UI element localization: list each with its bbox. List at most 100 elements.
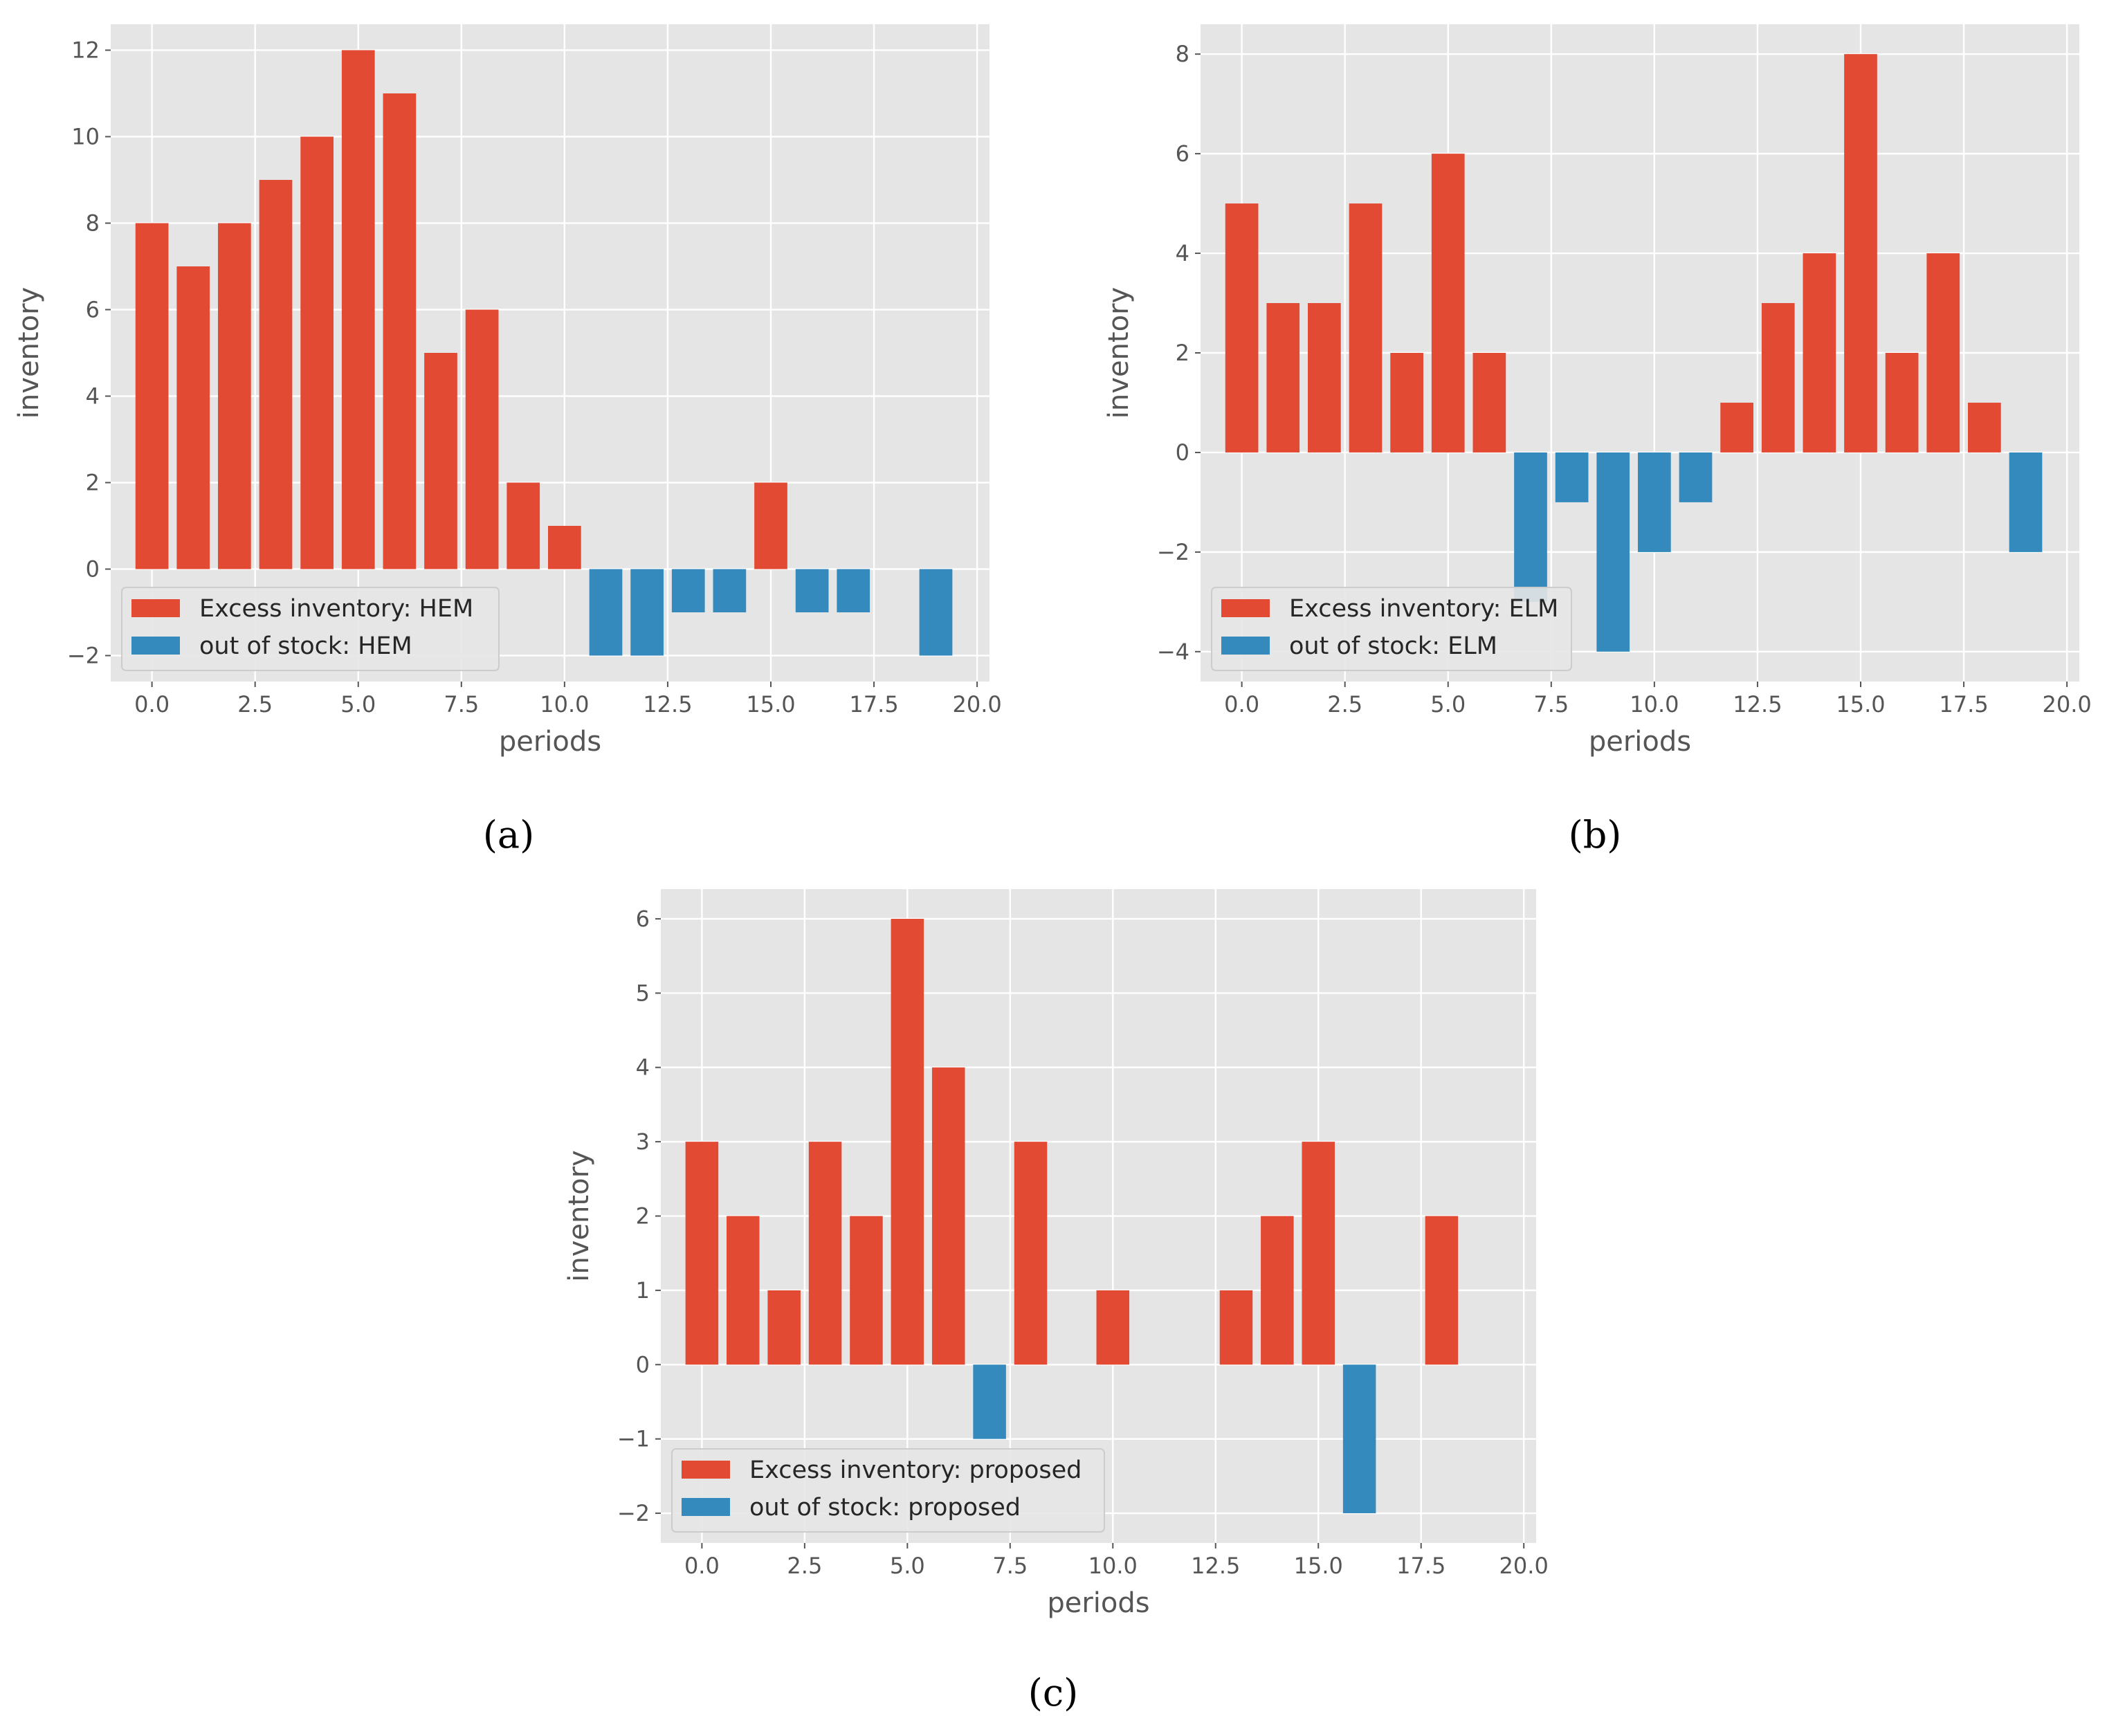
bars [1225, 54, 2043, 652]
y-tick-label: 2 [636, 1203, 650, 1230]
stock-bar-16 [795, 569, 829, 612]
excess-bar-17 [1926, 253, 1960, 453]
x-tick-label: 20.0 [2042, 691, 2091, 718]
excess-bar-14 [1803, 253, 1836, 453]
x-tick-label: 5.0 [1430, 691, 1466, 718]
x-tick-label: 2.5 [787, 1553, 822, 1579]
x-tick-label: 0.0 [684, 1553, 720, 1579]
excess-bar-18 [1968, 402, 2001, 453]
x-tick-label: 17.5 [1939, 691, 1988, 718]
stock-bar-16 [1342, 1364, 1376, 1514]
excess-bar-8 [465, 309, 499, 569]
excess-bar-10 [1096, 1290, 1130, 1365]
stock-bar-19 [2009, 452, 2043, 552]
stock-bar-7 [973, 1364, 1006, 1439]
bars [135, 50, 953, 656]
y-tick-label: 6 [1176, 140, 1189, 167]
stock-bar-19 [919, 569, 953, 656]
stock-bar-14 [713, 569, 747, 612]
y-tick-label: 4 [86, 383, 100, 410]
excess-bar-12 [1720, 402, 1753, 453]
x-tick-label: 17.5 [1396, 1553, 1445, 1579]
y-tick-label: −2 [67, 643, 100, 669]
excess-bar-13 [1761, 303, 1795, 453]
x-axis-label: periods [1589, 726, 1691, 758]
legend-box [1211, 587, 1572, 671]
y-tick-label: 6 [86, 297, 100, 323]
x-tick-label: 10.0 [1630, 691, 1679, 718]
legend-swatch [1221, 637, 1270, 655]
excess-bar-15 [754, 482, 787, 569]
y-axis-label: inventory [563, 1150, 595, 1281]
stock-bar-10 [1638, 452, 1671, 552]
y-axis-label: inventory [13, 287, 45, 419]
x-tick-label: 20.0 [1499, 1553, 1549, 1579]
x-tick-label: 5.0 [340, 691, 376, 718]
legend: Excess inventory: proposed out of stock: … [671, 1448, 1105, 1533]
stock-bar-7 [1514, 452, 1547, 602]
y-tick-label: −2 [1157, 539, 1189, 565]
chart-panel-2: 0.0 2.5 5.0 7.5 10.0 12.5 15.0 17.5 20.0 −4 −2 0 2 4 6… [1103, 24, 2092, 857]
legend-swatch [682, 1461, 730, 1479]
legend-box [121, 587, 500, 671]
excess-bar-5 [891, 918, 924, 1365]
panel-caption: (c) [1028, 1671, 1078, 1715]
stock-bar-9 [1596, 452, 1630, 652]
y-tick-label: −1 [617, 1426, 650, 1452]
excess-bar-15 [1302, 1142, 1335, 1365]
x-tick-label: 5.0 [890, 1553, 925, 1579]
excess-bar-0 [135, 223, 169, 569]
stock-bar-13 [671, 569, 705, 612]
stock-bar-8 [1555, 452, 1589, 502]
excess-bar-3 [1349, 203, 1383, 453]
excess-bar-2 [1308, 303, 1341, 453]
x-tick-label: 12.5 [1733, 691, 1782, 718]
y-tick-label: 0 [1176, 439, 1189, 466]
x-tick-label: 10.0 [1088, 1553, 1138, 1579]
y-tick-label: 5 [636, 980, 650, 1006]
y-tick-label: 2 [1176, 340, 1189, 366]
legend-entry: Excess inventory: proposed [749, 1456, 1082, 1484]
excess-bar-1 [1266, 303, 1300, 453]
x-tick-label: 12.5 [1191, 1553, 1240, 1579]
panel-caption: (b) [1569, 813, 1622, 857]
y-tick-label: 0 [636, 1351, 650, 1378]
legend-swatch [1221, 599, 1270, 617]
excess-bar-6 [931, 1067, 965, 1365]
excess-bar-2 [218, 223, 251, 569]
excess-bar-6 [1472, 353, 1506, 453]
excess-bar-2 [767, 1290, 801, 1365]
x-axis-label: periods [1047, 1587, 1149, 1619]
chart-panel-1: 0.0 2.5 5.0 7.5 10.0 12.5 15.0 17.5 20.0 −2 0 2 4 6 8 1… [13, 24, 1002, 857]
y-tick-label: 4 [1176, 240, 1189, 266]
legend-entry: out of stock: proposed [749, 1494, 1021, 1522]
x-tick-label: 7.5 [992, 1553, 1028, 1579]
stock-bar-11 [1679, 452, 1713, 502]
excess-bar-7 [424, 353, 457, 569]
excess-bar-16 [1885, 353, 1919, 453]
y-tick-label: 10 [71, 124, 100, 150]
excess-bar-9 [507, 482, 540, 569]
y-tick-label: 12 [71, 37, 100, 64]
excess-bar-1 [727, 1216, 760, 1365]
x-tick-label: 0.0 [134, 691, 170, 718]
x-tick-label: 17.5 [849, 691, 898, 718]
y-tick-label: 6 [636, 906, 650, 932]
x-tick-label: 0.0 [1224, 691, 1259, 718]
excess-bar-5 [1431, 154, 1465, 453]
y-tick-label: 8 [86, 210, 100, 237]
excess-bar-10 [548, 526, 581, 569]
excess-bar-6 [383, 93, 417, 569]
stock-bar-12 [630, 569, 664, 656]
excess-bar-15 [1844, 54, 1877, 453]
y-tick-label: 8 [1176, 41, 1189, 67]
x-tick-label: 7.5 [444, 691, 479, 718]
x-tick-label: 15.0 [1294, 1553, 1343, 1579]
legend-entry: out of stock: ELM [1289, 632, 1497, 660]
excess-bar-8 [1014, 1142, 1048, 1365]
legend-entry: Excess inventory: HEM [199, 595, 473, 623]
excess-bar-1 [176, 266, 210, 569]
y-tick-label: −2 [617, 1500, 650, 1526]
legend-box [671, 1448, 1105, 1533]
